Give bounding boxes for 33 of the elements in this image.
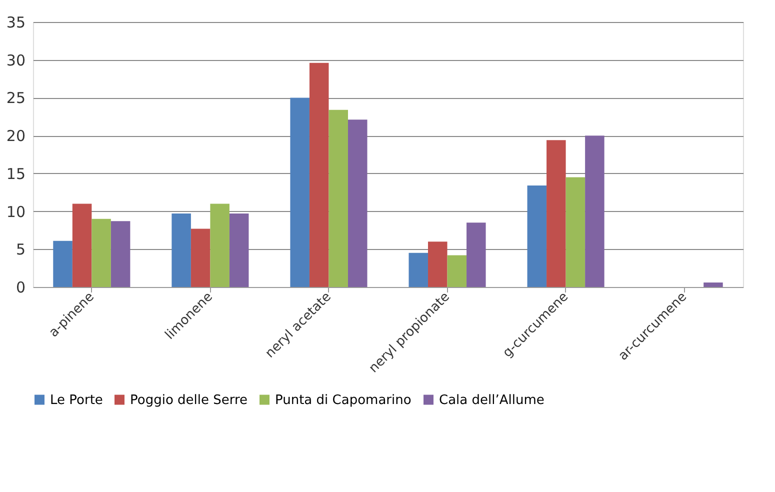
y-tick-label: 25 bbox=[6, 89, 26, 108]
bar bbox=[546, 140, 566, 287]
bar bbox=[229, 214, 249, 287]
bar bbox=[585, 136, 604, 287]
y-tick-label: 5 bbox=[16, 240, 26, 259]
bar bbox=[328, 110, 348, 287]
bar bbox=[290, 98, 310, 287]
bar bbox=[210, 204, 230, 287]
bar bbox=[72, 204, 92, 287]
bar bbox=[408, 252, 428, 287]
bar bbox=[348, 120, 368, 287]
legend-label: Poggio delle Serre bbox=[130, 392, 248, 408]
y-tick-label: 15 bbox=[6, 164, 26, 183]
bar bbox=[53, 240, 72, 287]
y-tick-label: 30 bbox=[6, 51, 26, 70]
bar bbox=[190, 228, 210, 287]
y-tick-label: 0 bbox=[16, 278, 26, 296]
bar bbox=[704, 282, 723, 287]
bar bbox=[172, 214, 191, 287]
legend-label: Cala dell’Allume bbox=[439, 392, 544, 408]
legend-label: Le Porte bbox=[50, 392, 103, 408]
bar bbox=[566, 177, 586, 287]
y-tick-label: 20 bbox=[6, 127, 26, 146]
bar bbox=[309, 62, 329, 287]
legend-label: Punta di Capomarino bbox=[275, 392, 412, 408]
bar bbox=[527, 186, 547, 287]
bar bbox=[447, 255, 467, 287]
y-tick-label: 35 bbox=[6, 14, 26, 32]
y-tick-label: 10 bbox=[6, 202, 26, 221]
bar bbox=[466, 222, 486, 287]
bar bbox=[110, 221, 130, 287]
bar bbox=[428, 242, 448, 287]
bar bbox=[92, 218, 111, 287]
